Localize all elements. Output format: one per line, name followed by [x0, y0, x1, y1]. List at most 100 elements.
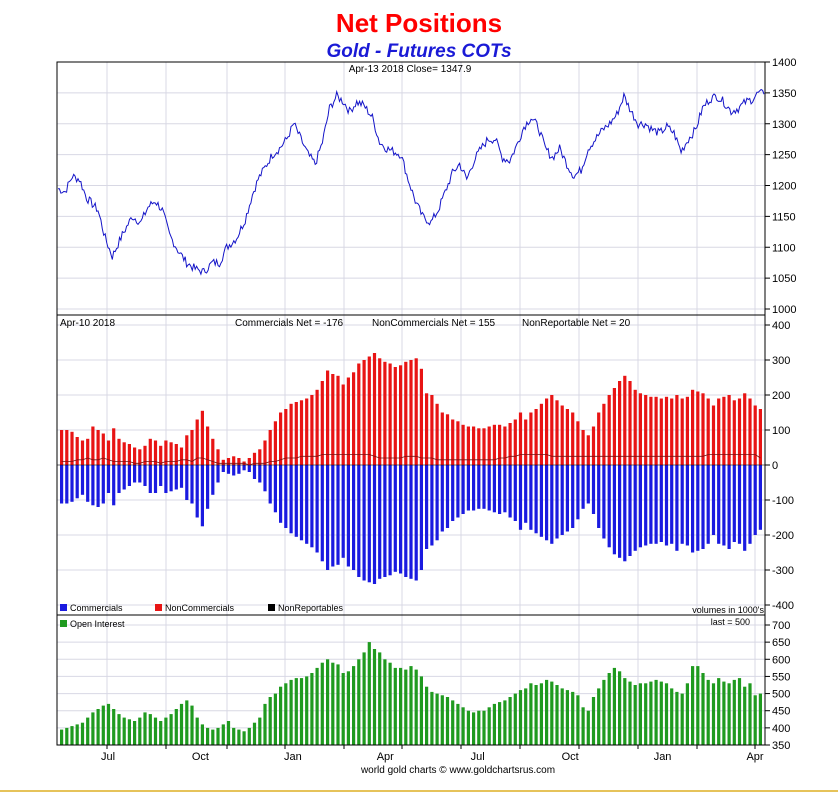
commercials-bar	[86, 465, 90, 502]
commercials-bar	[664, 465, 669, 546]
noncommercials-bar	[440, 412, 444, 465]
commercials-bar	[378, 465, 382, 579]
noncommercials-bar	[399, 365, 403, 466]
open-interest-bar	[153, 717, 158, 745]
commercials-bar	[456, 465, 460, 518]
open-interest-bar	[461, 707, 465, 745]
open-interest-bar	[75, 724, 79, 745]
open-interest-bar	[336, 664, 340, 745]
commercials-bar	[393, 465, 397, 572]
commercials-bar	[206, 465, 210, 509]
noncommercials-bar	[472, 426, 476, 465]
commercials-bar	[753, 465, 757, 535]
open-interest-bar	[545, 679, 549, 745]
noncommercials-bar	[362, 360, 366, 465]
open-interest-bar	[727, 683, 731, 745]
noncommercials-bar	[326, 370, 330, 465]
noncommercials-bar	[513, 419, 517, 465]
open-interest-bar	[414, 669, 418, 745]
commercials-bar	[565, 465, 569, 532]
open-interest-bar	[654, 679, 658, 745]
commercials-bar	[143, 465, 147, 486]
open-interest-bar	[268, 697, 272, 745]
x-tick-label: Jan	[284, 751, 302, 763]
commercials-bar	[211, 465, 215, 495]
open-interest-bar	[529, 683, 533, 745]
noncommercials-bar	[430, 395, 434, 465]
commercials-bar	[482, 465, 486, 509]
price-line	[58, 88, 765, 276]
noncommercials-bar	[565, 409, 569, 465]
commercials-bar	[732, 465, 736, 542]
open-interest-bar	[133, 721, 137, 745]
noncommercials-bar	[737, 398, 742, 465]
noncommercials-bar	[294, 402, 298, 465]
commercials-bar	[628, 465, 632, 556]
open-interest-bar	[591, 697, 596, 745]
commercials-bar	[644, 465, 648, 546]
commercials-bar	[571, 465, 575, 528]
open-interest-bar	[315, 667, 319, 745]
open-interest-bar	[425, 686, 429, 745]
open-interest-bar	[492, 703, 496, 745]
open-interest-bar	[357, 659, 361, 745]
price-panel: Apr-13 2018 Close= 1347.9	[58, 64, 765, 276]
commercials-bar	[550, 465, 554, 544]
open-interest-bar	[331, 662, 335, 745]
noncommercials-bar	[153, 440, 158, 465]
noncommercials-bar	[263, 440, 267, 465]
noncommercials-bar	[159, 445, 163, 466]
noncommercials-bar	[451, 419, 455, 465]
noncommercials-bar	[607, 395, 611, 465]
noncommercials-bar	[425, 393, 429, 466]
commercials-bar	[612, 465, 616, 555]
noncommercials-bar	[226, 458, 231, 465]
noncommercials-bar	[638, 393, 642, 466]
noncommercials-bar	[206, 426, 210, 465]
noncommercials-bar	[711, 405, 716, 465]
commercials-bar	[404, 465, 408, 577]
noncommercials-bar	[722, 396, 726, 466]
commercials-bar	[279, 465, 283, 523]
commercials-bar	[680, 465, 684, 544]
open-interest-bar	[60, 729, 64, 745]
open-interest-bar	[70, 726, 74, 745]
open-interest-bar	[320, 662, 324, 745]
noncommercials-bar	[211, 438, 215, 466]
commercials-bar	[717, 465, 721, 544]
commercials-bar	[284, 465, 288, 528]
open-interest-bar	[237, 729, 241, 745]
open-interest-bar	[122, 717, 126, 745]
open-interest-bar	[404, 669, 408, 745]
commercials-bar	[331, 465, 335, 567]
open-interest-bar	[628, 681, 632, 745]
open-interest-bar	[675, 691, 679, 745]
commercials-bar	[727, 465, 731, 549]
noncommercials-bar	[555, 400, 559, 466]
legend-noncommercials: NonCommercials	[165, 603, 235, 613]
open-interest-bar	[534, 685, 538, 745]
open-interest-bar	[571, 691, 575, 745]
open-interest-bar	[258, 717, 262, 745]
commercials-bar	[169, 465, 173, 492]
open-interest-bar	[159, 721, 163, 745]
open-interest-bar	[216, 727, 220, 745]
panel-frame	[56, 614, 766, 746]
noncommercials-bar	[174, 444, 178, 465]
noncommercials-bar	[492, 424, 496, 466]
oi-y-tick-label: 650	[772, 637, 790, 649]
open-interest-bar	[96, 709, 100, 745]
open-interest-bar	[86, 717, 90, 745]
noncommercials-bar	[341, 384, 345, 465]
open-interest-bar	[226, 721, 231, 745]
commercials-bar	[305, 465, 309, 544]
noncommercials-bar	[727, 395, 731, 465]
noncommercials-bar	[680, 398, 684, 465]
open-interest-bar	[174, 709, 178, 745]
open-interest-bar	[106, 703, 111, 745]
noncommercials-bar	[75, 437, 79, 465]
noncommercials-bar	[748, 398, 752, 465]
price-y-tick-label: 1200	[772, 181, 796, 193]
commercials-bar	[477, 465, 481, 509]
price-y-tick-label: 1050	[772, 273, 796, 285]
